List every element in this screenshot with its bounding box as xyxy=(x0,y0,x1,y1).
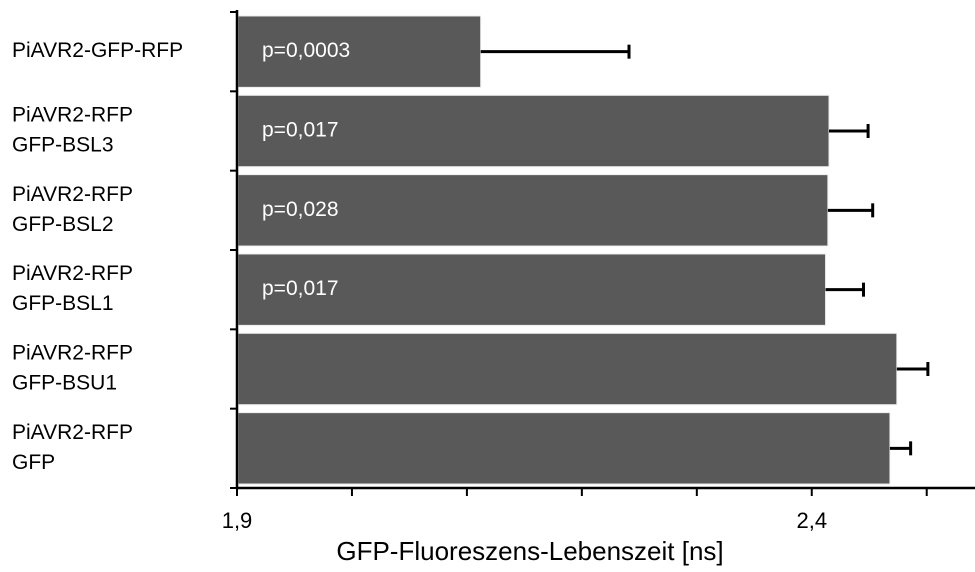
category-label: PiAVR2-RFP xyxy=(12,342,133,365)
category-label: PiAVR2-RFP xyxy=(12,262,133,285)
category-label: GFP xyxy=(12,451,55,474)
bar xyxy=(237,15,482,88)
x-tick-label: 2,4 xyxy=(796,508,827,533)
category-label: GFP-BSL2 xyxy=(12,213,114,236)
category-label: PiAVR2-RFP xyxy=(12,183,133,206)
bar xyxy=(237,94,830,168)
category-label: PiAVR2-GFP-RFP xyxy=(12,39,183,62)
bar xyxy=(237,332,898,406)
bar xyxy=(237,253,827,326)
x-tick-label: 1,9 xyxy=(222,508,253,533)
category-label: GFP-BSL1 xyxy=(12,292,114,315)
category-label: GFP-BSU1 xyxy=(12,372,117,395)
p-value-label: p=0,017 xyxy=(262,277,339,300)
category-label: PiAVR2-RFP xyxy=(12,104,133,127)
p-value-label: p=0,017 xyxy=(262,119,339,142)
x-axis-label: GFP-Fluoreszens-Lebenszeit [ns] xyxy=(336,536,723,566)
bar xyxy=(237,174,829,247)
p-value-label: p=0,028 xyxy=(262,198,339,221)
category-label: GFP-BSL3 xyxy=(12,134,114,157)
category-label: PiAVR2-RFP xyxy=(12,421,133,444)
p-value-label: p=0,0003 xyxy=(262,39,350,62)
bar xyxy=(237,412,891,485)
